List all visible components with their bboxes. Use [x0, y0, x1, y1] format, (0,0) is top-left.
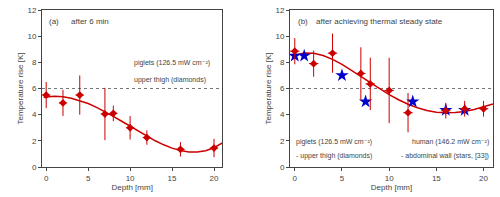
svg-text:(b): (b) [298, 17, 308, 26]
svg-text:8: 8 [32, 58, 37, 67]
svg-text:piglets (126.5 mW cm⁻²): piglets (126.5 mW cm⁻²) [296, 138, 372, 146]
svg-text:2: 2 [32, 137, 37, 146]
svg-text:0: 0 [293, 174, 298, 183]
svg-text:4: 4 [280, 110, 285, 119]
svg-text:12: 12 [27, 6, 36, 15]
svg-text:- upper thigh (diamonds): - upper thigh (diamonds) [296, 152, 372, 160]
svg-text:15: 15 [432, 174, 441, 183]
svg-text:8: 8 [280, 58, 285, 67]
svg-text:Temperature rise [K]: Temperature rise [K] [264, 52, 273, 124]
svg-text:10: 10 [126, 174, 135, 183]
svg-text:10: 10 [27, 32, 36, 41]
svg-text:after 6 min: after 6 min [71, 17, 109, 26]
svg-text:0: 0 [280, 163, 285, 172]
svg-text:human (146.2 mW cm⁻²): human (146.2 mW cm⁻²) [412, 138, 489, 146]
svg-text:- abdominal wall (stars, [33]): - abdominal wall (stars, [33]) [401, 152, 489, 160]
svg-text:5: 5 [340, 174, 345, 183]
svg-text:12: 12 [276, 6, 285, 15]
svg-text:Depth [mm]: Depth [mm] [371, 183, 412, 192]
svg-text:(a): (a) [49, 17, 59, 26]
svg-text:4: 4 [32, 110, 37, 119]
svg-text:0: 0 [44, 174, 49, 183]
svg-text:Depth [mm]: Depth [mm] [112, 183, 153, 192]
svg-text:10: 10 [276, 32, 285, 41]
svg-text:Temperature rise [K]: Temperature rise [K] [16, 52, 25, 124]
svg-text:piglets (126.5 mW cm⁻²): piglets (126.5 mW cm⁻²) [134, 59, 210, 67]
svg-text:6: 6 [280, 84, 285, 93]
svg-text:20: 20 [210, 174, 219, 183]
svg-text:10: 10 [385, 174, 394, 183]
svg-text:6: 6 [32, 84, 37, 93]
svg-text:5: 5 [86, 174, 91, 183]
svg-text:after achieving thermal steady: after achieving thermal steady state [316, 17, 443, 26]
svg-text:0: 0 [32, 163, 37, 172]
svg-text:2: 2 [280, 137, 285, 146]
svg-text:20: 20 [479, 174, 488, 183]
svg-text:15: 15 [168, 174, 177, 183]
svg-text:upper thigh (diamonds): upper thigh (diamonds) [134, 76, 206, 84]
